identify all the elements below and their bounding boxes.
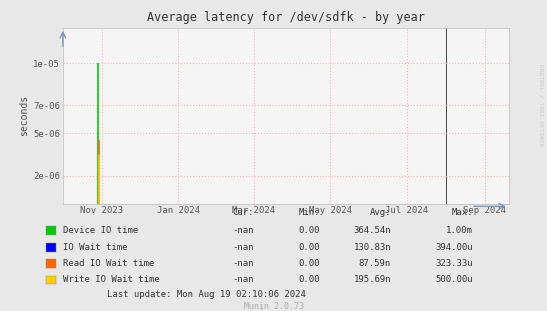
Text: -nan: -nan: [233, 226, 254, 235]
Y-axis label: seconds: seconds: [19, 95, 29, 137]
Text: IO Wait time: IO Wait time: [63, 243, 127, 252]
Text: -nan: -nan: [233, 243, 254, 252]
Text: 0.00: 0.00: [299, 259, 320, 268]
Text: Avg:: Avg:: [370, 207, 391, 216]
Text: Read IO Wait time: Read IO Wait time: [63, 259, 154, 268]
Text: Min:: Min:: [299, 207, 320, 216]
Text: RRDTOOL / TOBI OETIKER: RRDTOOL / TOBI OETIKER: [539, 64, 544, 147]
Text: 0.00: 0.00: [299, 226, 320, 235]
Text: Munin 2.0.73: Munin 2.0.73: [243, 302, 304, 311]
Text: -nan: -nan: [233, 276, 254, 284]
Text: Last update: Mon Aug 19 02:10:06 2024: Last update: Mon Aug 19 02:10:06 2024: [107, 290, 306, 299]
Text: 87.59n: 87.59n: [359, 259, 391, 268]
Text: 364.54n: 364.54n: [353, 226, 391, 235]
Text: 195.69n: 195.69n: [353, 276, 391, 284]
Text: 500.00u: 500.00u: [435, 276, 473, 284]
Text: 0.00: 0.00: [299, 243, 320, 252]
Text: Max:: Max:: [452, 207, 473, 216]
Text: Device IO time: Device IO time: [63, 226, 138, 235]
Text: Cur:: Cur:: [233, 207, 254, 216]
Text: -nan: -nan: [233, 259, 254, 268]
Text: 130.83n: 130.83n: [353, 243, 391, 252]
Text: 1.00m: 1.00m: [446, 226, 473, 235]
Text: 394.00u: 394.00u: [435, 243, 473, 252]
Title: Average latency for /dev/sdfk - by year: Average latency for /dev/sdfk - by year: [147, 11, 424, 24]
Text: Write IO Wait time: Write IO Wait time: [63, 276, 160, 284]
Text: 323.33u: 323.33u: [435, 259, 473, 268]
Text: 0.00: 0.00: [299, 276, 320, 284]
